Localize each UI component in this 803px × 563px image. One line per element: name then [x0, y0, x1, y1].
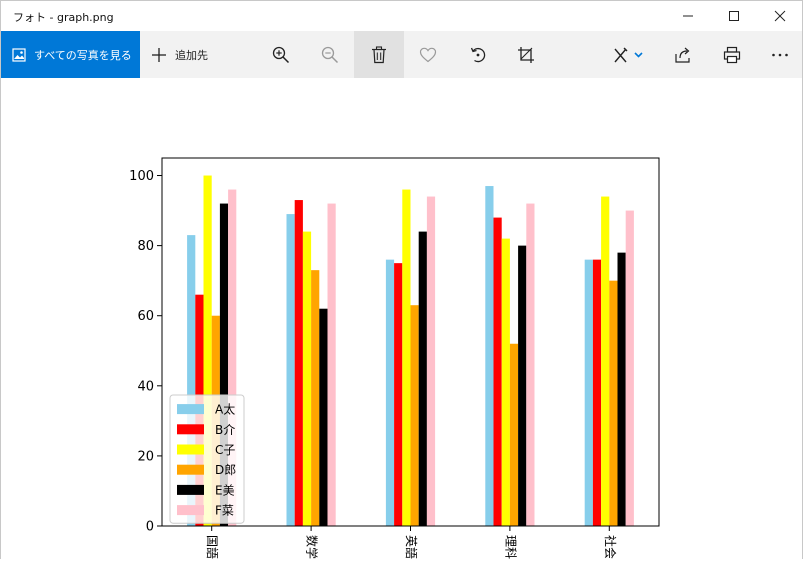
plus-icon	[152, 47, 166, 62]
bar-1-1	[187, 235, 196, 526]
maximize-icon	[729, 11, 739, 21]
more-icon	[772, 53, 788, 56]
photos-icon	[12, 47, 26, 62]
bar-2-4	[493, 217, 502, 527]
favorite-button[interactable]	[403, 31, 453, 78]
y-tick-label: 100	[129, 169, 154, 184]
y-tick-label: 0	[146, 520, 154, 535]
share-button[interactable]	[658, 31, 708, 78]
bar-5-1	[219, 203, 229, 527]
legend-swatch-6	[177, 505, 204, 516]
bar-3-2	[302, 231, 312, 526]
add-to-label: 追加先	[175, 48, 208, 62]
bar-3-5	[601, 196, 610, 527]
bar-chart: 0 20 40 60 80 100 国語 数学 英語 理科 社会 A太 B介 C子 D郎 E美 F菜	[129, 157, 660, 559]
y-tick-label: 40	[137, 379, 154, 394]
y-tick-label: 80	[137, 239, 154, 254]
image-canvas: 0 20 40 60 80 100 国語 数学 英語 理科 社会 A太 B介 C子 D郎 E美 F菜	[1, 78, 802, 559]
legend-label-2: B介	[215, 423, 235, 437]
bar-2-2	[294, 200, 303, 527]
zoom-out-button[interactable]	[305, 31, 355, 78]
x-tick-label: 社会	[603, 535, 618, 559]
x-tick-label: 国語	[205, 535, 220, 559]
bar-3-1	[203, 175, 212, 526]
legend-label-3: C子	[215, 443, 235, 457]
bar-5-3	[418, 231, 427, 526]
bar-3-3	[402, 189, 411, 526]
rotate-button[interactable]	[453, 31, 503, 78]
bar-5-4	[518, 245, 527, 526]
minimize-button[interactable]	[665, 1, 711, 31]
legend-swatch-3	[177, 444, 204, 455]
x-tick-label: 英語	[404, 535, 419, 559]
zoom-in-button[interactable]	[256, 31, 306, 78]
print-icon	[723, 46, 741, 63]
bar-1-2	[286, 214, 295, 527]
delete-button[interactable]	[354, 31, 404, 78]
bar-5-5	[617, 252, 626, 526]
bar-1-3	[385, 259, 395, 526]
close-icon	[774, 10, 786, 22]
x-tick-label: 数学	[305, 535, 320, 559]
window-title: フォト - graph.png	[13, 11, 114, 24]
bar-1-4	[485, 186, 494, 526]
bar-6-3	[426, 196, 436, 527]
rotate-icon	[470, 47, 486, 62]
legend-swatch-4	[177, 464, 204, 475]
bar-3-4	[501, 238, 510, 526]
x-tick-label: 理科	[503, 535, 517, 559]
edit-create-button[interactable]	[605, 31, 651, 78]
legend-swatch-1	[177, 404, 204, 415]
bar-2-3	[394, 263, 403, 526]
maximize-button[interactable]	[711, 1, 757, 31]
bar-6-1	[228, 189, 237, 526]
crop-icon	[518, 46, 534, 63]
bar-4-3	[410, 305, 419, 526]
print-button[interactable]	[707, 31, 757, 78]
add-to-button[interactable]: 追加先	[151, 31, 208, 78]
bar-6-5	[625, 210, 634, 527]
legend-label-1: A太	[215, 402, 235, 417]
crop-button[interactable]	[501, 31, 551, 78]
zoom-in-icon	[272, 46, 290, 63]
toolbar: すべての写真を見る 追加先	[1, 31, 802, 78]
bar-1-5	[584, 259, 593, 526]
zoom-out-icon	[321, 46, 339, 63]
more-button[interactable]	[755, 31, 803, 78]
close-button[interactable]	[757, 1, 803, 31]
all-photos-button[interactable]: すべての写真を見る	[1, 31, 140, 78]
bar-6-4	[526, 203, 535, 527]
minimize-icon	[683, 15, 693, 17]
legend-label-4: D郎	[215, 463, 236, 477]
edit-icon	[614, 47, 643, 62]
bar-4-4	[509, 343, 519, 526]
delete-icon	[372, 45, 386, 63]
bar-4-2	[311, 270, 320, 526]
favorite-icon	[419, 47, 437, 62]
bar-5-2	[319, 308, 328, 526]
legend-swatch-5	[177, 484, 204, 495]
all-photos-label: すべての写真を見る	[34, 48, 132, 62]
legend-swatch-2	[177, 424, 204, 435]
legend-label-5: E美	[215, 483, 235, 497]
y-tick-label: 20	[137, 449, 154, 464]
title-bar: フォト - graph.png	[1, 1, 802, 31]
y-tick-label: 60	[137, 309, 154, 324]
legend-label-6: F菜	[215, 504, 234, 518]
bar-4-5	[609, 280, 618, 526]
bar-6-2	[327, 203, 336, 527]
share-icon	[675, 47, 690, 63]
bar-2-5	[592, 259, 602, 526]
